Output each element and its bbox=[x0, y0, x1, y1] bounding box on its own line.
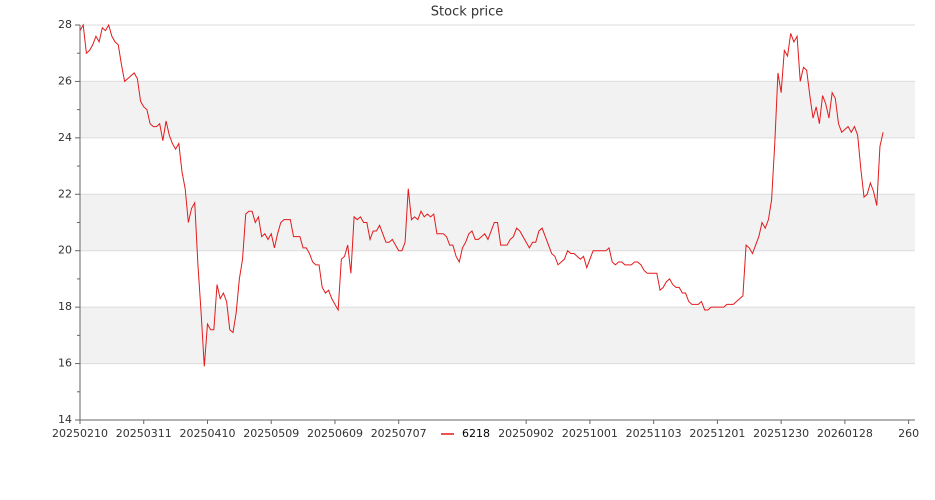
x-tick-label: 20250311 bbox=[116, 427, 172, 440]
grid-band bbox=[80, 81, 915, 138]
x-tick-label: 20251103 bbox=[626, 427, 682, 440]
x-tick-label: 20250707 bbox=[371, 427, 427, 440]
y-tick-label: 26 bbox=[58, 74, 72, 87]
x-tick-label: 20260128 bbox=[817, 427, 873, 440]
legend: 6218 bbox=[437, 426, 497, 442]
chart-title: Stock price bbox=[431, 5, 503, 20]
x-tick-label: 20251230 bbox=[753, 427, 809, 440]
y-tick-label: 24 bbox=[58, 131, 72, 144]
x-tick-label: 260 bbox=[898, 427, 919, 440]
x-tick-label: 20251201 bbox=[689, 427, 745, 440]
y-tick-label: 14 bbox=[58, 413, 72, 426]
x-tick-label: 20251001 bbox=[562, 427, 618, 440]
x-tick-label: 20250410 bbox=[179, 427, 235, 440]
legend-background bbox=[437, 426, 497, 442]
x-tick-label: 20250609 bbox=[307, 427, 363, 440]
y-tick-label: 16 bbox=[58, 357, 72, 370]
x-tick-label: 20250509 bbox=[243, 427, 299, 440]
x-tick-label: 20250902 bbox=[498, 427, 554, 440]
data-line bbox=[79, 23, 884, 367]
grid-band bbox=[80, 307, 915, 364]
legend-label: 6218 bbox=[462, 427, 490, 440]
y-tick-label: 28 bbox=[58, 18, 72, 31]
y-tick-label: 18 bbox=[58, 300, 72, 313]
y-tick-label: 22 bbox=[58, 187, 72, 200]
x-tick-label: 20250210 bbox=[52, 427, 108, 440]
y-tick-label: 20 bbox=[58, 244, 72, 257]
